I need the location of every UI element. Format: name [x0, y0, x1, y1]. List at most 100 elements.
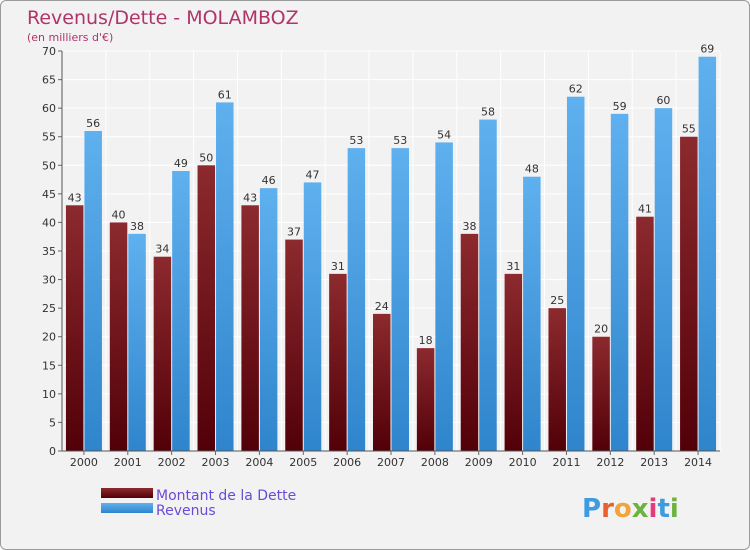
bar-value-label: 61 [218, 88, 232, 101]
x-tick-label: 2012 [596, 456, 624, 469]
axes: 0 5 10 15 20 25 30 35 40 45 50 55 60 65 70 2000 2001 2002… [42, 45, 720, 469]
y-tick-label: 15 [42, 359, 56, 372]
bars [65, 56, 717, 452]
y-tick-label: 0 [49, 445, 56, 458]
bar-value-label: 40 [112, 208, 126, 221]
bar-value-label: 60 [656, 94, 670, 107]
bar-revenue [610, 113, 629, 451]
value-labels: 43 56 40 38 34 49 50 61 43 46 37 47 31 53 24 53 18 54 38 58… [68, 43, 715, 347]
bar-debt [548, 308, 566, 451]
bar-value-label: 62 [569, 83, 583, 96]
bar-value-label: 25 [550, 294, 564, 307]
bar-value-label: 53 [393, 134, 407, 147]
bar-value-label: 41 [638, 203, 652, 216]
y-tick-label: 70 [42, 45, 56, 58]
y-tick-label: 55 [42, 131, 56, 144]
y-tick-label: 65 [42, 74, 56, 87]
bar-value-label: 34 [155, 243, 169, 256]
y-tick-label: 30 [42, 274, 56, 287]
x-tick-label: 2013 [640, 456, 668, 469]
bar-debt [680, 136, 698, 451]
bar-revenue [391, 148, 409, 451]
bar-debt [109, 222, 128, 451]
logo-text: Proxiti [582, 494, 679, 524]
proxiti-logo: Proxiti [582, 494, 679, 524]
bar-revenue [566, 96, 585, 451]
y-tick-label: 35 [42, 245, 56, 258]
bar-value-label: 31 [331, 260, 345, 273]
bar-revenue [216, 102, 234, 451]
grid [61, 50, 721, 452]
x-tick-label: 2000 [70, 456, 98, 469]
bar-debt [373, 313, 391, 451]
bar-revenue [479, 119, 497, 452]
bar-value-label: 69 [700, 43, 714, 56]
bar-value-label: 53 [349, 134, 363, 147]
bar-revenue [654, 108, 673, 452]
y-tick-label: 45 [42, 188, 56, 201]
y-tick-label: 10 [42, 388, 56, 401]
bar-revenue [698, 56, 717, 451]
x-tick-label: 2005 [289, 456, 317, 469]
bar-revenue [84, 131, 102, 451]
bar-value-label: 59 [613, 100, 627, 113]
bar-value-label: 24 [375, 300, 389, 313]
bar-value-label: 48 [525, 163, 539, 176]
bar-debt [241, 205, 259, 451]
bar-debt [153, 256, 172, 451]
bar-value-label: 43 [68, 191, 82, 204]
x-tick-label: 2011 [552, 456, 580, 469]
x-tick-label: 2007 [377, 456, 405, 469]
bar-revenue [259, 188, 278, 451]
bar-value-label: 43 [243, 191, 257, 204]
bar-value-label: 37 [287, 226, 301, 239]
bar-value-label: 58 [481, 106, 495, 119]
bar-value-label: 47 [306, 168, 320, 181]
bar-value-label: 54 [437, 128, 451, 141]
x-tick-label: 2014 [684, 456, 712, 469]
bar-revenue [303, 182, 322, 451]
bar-value-label: 31 [506, 260, 520, 273]
bar-debt [592, 336, 610, 451]
bar-debt [329, 273, 347, 451]
bar-debt [65, 205, 84, 451]
bar-value-label: 38 [130, 220, 144, 233]
bar-debt [460, 233, 479, 451]
bar-debt [636, 216, 654, 451]
bar-debt [416, 348, 435, 451]
legend-swatch-revenue [101, 503, 153, 513]
bar-value-label: 49 [174, 157, 188, 170]
bar-value-label: 55 [682, 123, 696, 136]
bar-revenue [128, 233, 146, 451]
bar-value-label: 20 [594, 323, 608, 336]
x-tick-label: 2009 [465, 456, 493, 469]
legend-label-revenue: Revenus [156, 503, 216, 519]
y-tick-label: 20 [42, 331, 56, 344]
y-tick-label: 5 [49, 416, 56, 429]
bar-revenue [435, 142, 453, 451]
bar-value-label: 50 [199, 151, 213, 164]
x-tick-label: 2004 [245, 456, 273, 469]
bar-revenue [347, 148, 366, 451]
bar-value-label: 46 [262, 174, 276, 187]
bar-debt [285, 239, 303, 451]
bar-revenue [172, 171, 190, 451]
bar-value-label: 18 [419, 334, 433, 347]
x-tick-label: 2001 [114, 456, 142, 469]
x-tick-label: 2008 [421, 456, 449, 469]
bar-revenue [523, 176, 541, 451]
y-tick-label: 40 [42, 216, 56, 229]
bar-value-label: 38 [462, 220, 476, 233]
bar-debt [504, 273, 523, 451]
x-tick-label: 2010 [509, 456, 537, 469]
x-tick-label: 2006 [333, 456, 361, 469]
x-tick-label: 2002 [158, 456, 186, 469]
y-tick-label: 50 [42, 159, 56, 172]
bar-value-label: 56 [86, 117, 100, 130]
y-tick-label: 25 [42, 302, 56, 315]
chart-subtitle: (en milliers d'€) [27, 31, 113, 44]
legend: Montant de la Dette Revenus [101, 488, 296, 519]
legend-label-debt: Montant de la Dette [156, 488, 296, 504]
